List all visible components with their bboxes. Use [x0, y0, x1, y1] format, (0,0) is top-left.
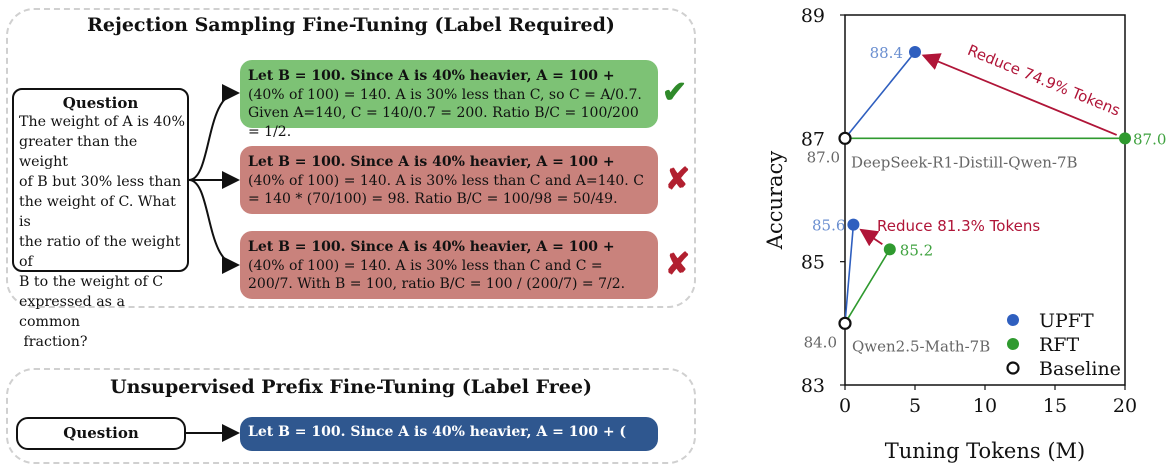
x-tick-label: 20	[1113, 395, 1137, 417]
prefix-box: Let B = 100. Since A is 40% heavier, A =…	[240, 417, 658, 451]
baseline-point	[838, 316, 852, 330]
upft-point	[909, 46, 921, 58]
response-correct: Let B = 100. Since A is 40% heavier, A =…	[240, 60, 658, 140]
question-line: of B but 30% less than	[19, 174, 182, 190]
response-incorrect-1: Let B = 100. Since A is 40% heavier, A =…	[240, 146, 658, 214]
response-prefix: Let B = 100. Since A is 40% heavier, A =…	[248, 154, 615, 170]
prefix-finetuning-title: Unsupervised Prefix Fine-Tuning (Label F…	[110, 376, 592, 398]
point-value-label: 87.0	[1133, 130, 1166, 148]
x-tick-label: 0	[839, 395, 851, 417]
legend-label: UPFT	[1039, 310, 1094, 332]
legend-marker	[1007, 314, 1019, 326]
check-icon: ✔	[662, 75, 688, 110]
rejection-sampling-title: Rejection Sampling Fine-Tuning (Label Re…	[87, 14, 615, 36]
point-value-label: 87.0	[807, 148, 840, 166]
x-tick-label: 5	[909, 395, 921, 417]
series-connector-line	[844, 248, 891, 324]
prefix-finetuning-panel	[6, 368, 696, 464]
cross-icon: ✘	[665, 162, 691, 197]
point-value-label: 88.4	[870, 44, 903, 62]
rft-point	[883, 243, 896, 256]
response-prefix: Let B = 100. Since A is 40% heavier, A =…	[248, 68, 615, 84]
question-line: B to the weight of C	[19, 274, 164, 290]
annotation-arrow	[921, 53, 1118, 136]
question-line: The weight of A is 40%	[19, 114, 185, 130]
question-line: fraction?	[19, 334, 88, 350]
legend-marker	[1007, 338, 1019, 350]
plot-frame	[844, 14, 1126, 386]
y-tick-label: 87	[801, 128, 825, 150]
response-incorrect-2: Let B = 100. Since A is 40% heavier, A =…	[240, 231, 658, 299]
question-line: greater than the weight	[19, 134, 138, 170]
response-prefix: Let B = 100. Since A is 40% heavier, A =…	[248, 239, 615, 255]
response-body: (40% of 100) = 140. A is 30% less than C…	[248, 257, 626, 293]
annotation-label: Reduce 81.3% Tokens	[877, 217, 1040, 235]
prefix-text: Let B = 100. Since A is 40% heavier, A =…	[248, 424, 627, 440]
response-body: (40% of 100) = 140. A is 30% less than C…	[248, 172, 644, 208]
question-box-small: Question	[16, 417, 186, 450]
series-connector-line	[844, 51, 916, 139]
x-tick-label: 15	[1043, 395, 1067, 417]
question-line: the ratio of the weight of	[19, 234, 181, 270]
series-connector-line	[844, 224, 855, 324]
model-label: DeepSeek-R1-Distill-Qwen-7B	[851, 153, 1078, 171]
model-label: Qwen2.5-Math-7B	[852, 337, 990, 355]
y-tick-label: 89	[801, 5, 825, 27]
point-value-label: 85.6	[812, 217, 845, 235]
annotation-arrow	[859, 228, 883, 247]
response-body: (40% of 100) = 140. A is 30% less than C…	[248, 86, 642, 140]
y-axis-label: Accuracy	[763, 151, 787, 251]
question-title: Question	[63, 424, 139, 442]
question-title: Question	[62, 94, 139, 112]
question-box: Question The weight of A is 40% greater …	[12, 88, 189, 350]
y-tick-label: 85	[801, 252, 825, 274]
legend-label: RFT	[1039, 334, 1079, 356]
legend-marker	[1006, 361, 1020, 375]
question-line: expressed as a common	[19, 294, 125, 330]
question-text: The weight of A is 40% greater than the …	[14, 112, 187, 352]
annotation-label: Reduce 74.9% Tokens	[965, 41, 1123, 120]
point-value-label: 85.2	[900, 241, 933, 259]
point-value-label: 84.0	[804, 333, 837, 351]
baseline-point	[838, 131, 852, 145]
y-tick-label: 83	[801, 375, 825, 397]
x-axis-label: Tuning Tokens (M)	[885, 439, 1085, 463]
cross-icon: ✘	[665, 247, 691, 282]
rft-point	[1119, 132, 1131, 145]
x-tick-label: 10	[973, 395, 997, 417]
question-line: the weight of C. What is	[19, 194, 176, 230]
rejection-sampling-panel	[6, 8, 696, 308]
upft-point	[847, 218, 860, 231]
legend-label: Baseline	[1039, 358, 1121, 380]
